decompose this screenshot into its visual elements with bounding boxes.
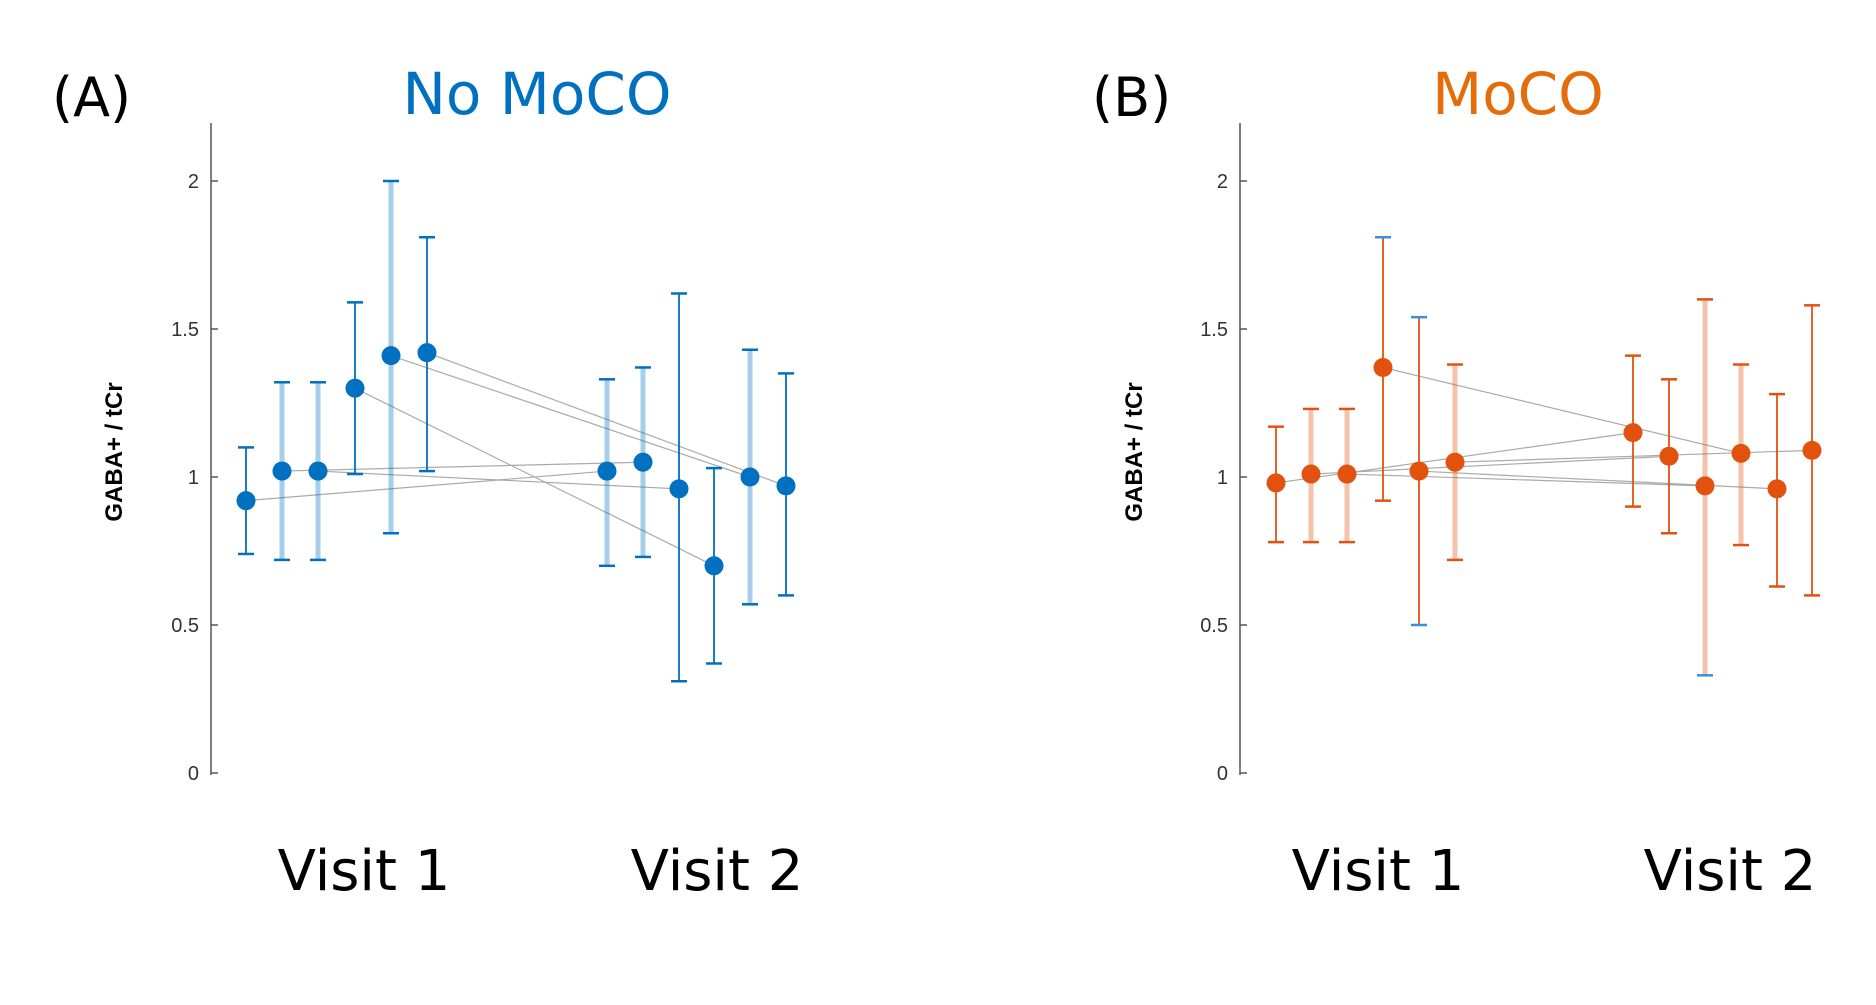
data-point-visit2 [776,476,796,496]
data-point-visit1 [1445,452,1465,472]
y-tick-label: 0 [1217,763,1228,785]
x-category-label: Visit 2 [631,839,804,904]
y-tick-label: 2 [1217,171,1228,193]
data-point-visit2 [1659,446,1679,466]
data-point-visit1 [345,378,365,398]
paired-line [1418,470,1778,490]
data-point-visit1 [1266,473,1286,493]
data-point-visit1 [236,491,256,511]
data-point-visit1 [1301,464,1321,484]
data-point-visit2 [669,479,689,499]
panel-label: (A) [52,66,131,129]
data-point-visit1 [1409,461,1429,481]
paired-line [1346,473,1706,487]
data-point-visit2 [1623,423,1643,443]
data-point-visit2 [1767,479,1787,499]
data-point-visit1 [272,461,292,481]
data-point-visit1 [381,346,401,366]
x-category-label: Visit 1 [278,839,451,904]
data-point-visit2 [740,467,760,487]
y-tick-label: 2 [188,171,199,193]
paired-line [354,387,715,567]
panel-label: (B) [1092,66,1171,129]
paired-line [281,461,644,472]
data-point-visit2 [597,461,617,481]
data-point-visit1 [308,461,328,481]
panel-a-no-moco: (A) No MoCO GABA+ / tCr Visit 1 Visit 2 … [52,60,803,904]
y-tick-label: 1.5 [1200,319,1228,341]
paired-line [245,470,608,502]
y-tick-label: 0.5 [171,615,199,637]
paired-line [426,352,787,487]
paired-line [1382,366,1742,454]
x-category-label: Visit 2 [1644,839,1817,904]
data-point-visit2 [1731,443,1751,463]
y-axis-label: GABA+ / tCr [101,382,128,521]
data-point-visit1 [1337,464,1357,484]
paired-line [390,355,751,478]
y-tick-label: 0 [188,763,199,785]
chart-title: MoCO [1432,60,1604,128]
data-point-visit2 [1695,476,1715,496]
y-tick-label: 0.5 [1200,615,1228,637]
y-axis-label: GABA+ / tCr [1121,382,1148,521]
data-point-visit2 [1802,440,1822,460]
data-point-visit1 [1373,357,1393,377]
data-point-visit2 [633,452,653,472]
y-tick-label: 1 [1217,467,1228,489]
y-tick-label: 1.5 [171,319,199,341]
paired-line [1310,455,1670,475]
data-point-visit1 [417,343,437,363]
y-tick-label: 1 [188,467,199,489]
paired-line [317,470,680,490]
chart-title: No MoCO [403,60,672,128]
panel-b-moco: (B) MoCO GABA+ / tCr Visit 1 Visit 2 0 0.… [1092,60,1822,904]
x-category-label: Visit 1 [1292,839,1465,904]
data-point-visit2 [704,556,724,576]
